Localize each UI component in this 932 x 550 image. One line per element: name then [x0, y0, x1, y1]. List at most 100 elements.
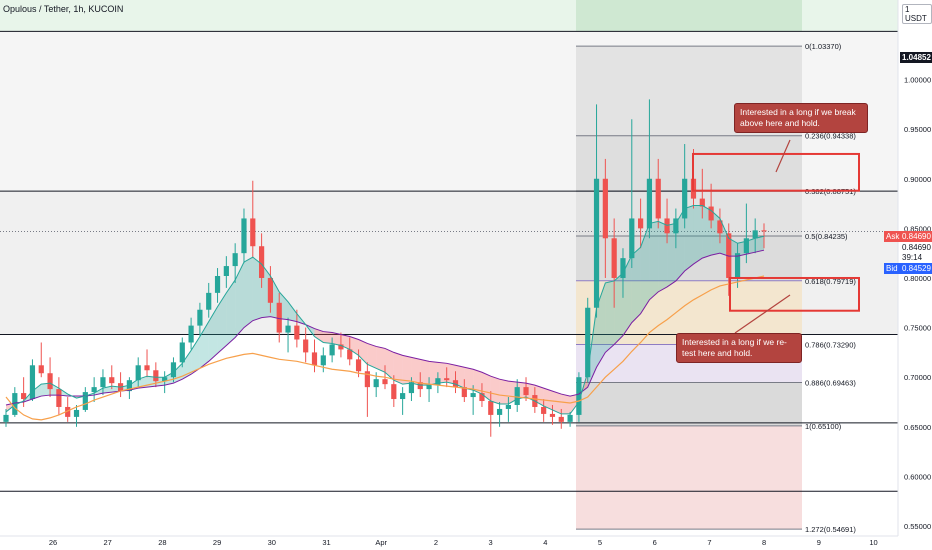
ema-ribbon-segment [411, 357, 421, 386]
candle-body [717, 220, 723, 234]
time-tick-label: 7 [707, 538, 711, 547]
fib-band [576, 425, 802, 530]
candle-body [708, 206, 714, 221]
candle-body [488, 401, 494, 415]
candle-body [549, 413, 556, 417]
fib-level-label: 0.5(0.84235) [805, 232, 848, 241]
annotation-breakout[interactable]: Interested in a long if we break above h… [734, 103, 868, 133]
candle-body [232, 253, 238, 267]
time-tick-label: 27 [104, 538, 112, 547]
ema-ribbon-segment [605, 280, 615, 353]
ema-ribbon-segment [226, 279, 236, 346]
candle-body [426, 385, 432, 390]
ema-ribbon-segment [631, 247, 641, 323]
candle-body [65, 406, 71, 417]
time-axis [0, 536, 932, 550]
candle-body [479, 393, 485, 402]
fib-level-label: 0(1.03370) [805, 42, 842, 51]
bar-countdown: 39:14 [902, 253, 923, 262]
time-tick-label: 8 [762, 538, 766, 547]
candle-body [699, 198, 705, 207]
candle-body [364, 371, 370, 388]
candle-body [338, 344, 344, 350]
time-tick-label: 26 [49, 538, 57, 547]
ema-ribbon-segment [614, 273, 623, 345]
ema-ribbon-segment [693, 205, 703, 265]
ema-ribbon-segment [332, 332, 341, 346]
ema-ribbon-segment [385, 348, 394, 381]
candle-body [320, 355, 326, 366]
ema-ribbon-segment [288, 301, 297, 322]
candle-body [761, 230, 767, 232]
ema-ribbon-segment [367, 343, 377, 369]
candle-body [21, 393, 27, 400]
candle-body [611, 238, 617, 278]
annotation-retest[interactable]: Interested in a long if we re-test here … [676, 333, 802, 363]
candle-body [638, 218, 644, 229]
ema-ribbon-segment [208, 306, 218, 362]
candle-body [12, 393, 18, 415]
ema-ribbon-segment [552, 391, 562, 414]
candle-body [29, 365, 36, 400]
ema-ribbon-segment [437, 362, 447, 384]
candle-body [347, 349, 353, 360]
ema-ribbon-segment [191, 336, 200, 375]
projection-zone-top [576, 0, 802, 32]
fib-band [576, 382, 802, 426]
ema-ribbon-segment [420, 359, 430, 386]
candle-body [585, 307, 591, 378]
time-tick-label: 6 [653, 538, 657, 547]
fib-level-label: 1.272(0.54691) [805, 525, 856, 534]
candle-body [162, 377, 168, 382]
ema-ribbon-segment [561, 394, 571, 414]
candle-body [56, 389, 62, 407]
candle-body [259, 246, 265, 278]
candle-body [629, 218, 635, 259]
candle-body [382, 379, 388, 385]
time-tick-label: 4 [543, 538, 547, 547]
price-tick-label: 0.60000 [904, 472, 931, 481]
ema-ribbon-segment [217, 292, 227, 354]
candle-body [576, 377, 582, 415]
ema-ribbon-segment [684, 205, 694, 272]
candle-body [655, 178, 661, 219]
ema-ribbon-segment [402, 355, 412, 385]
ask-price-tag: 0.84690 [900, 231, 932, 242]
candle-body [3, 414, 9, 422]
currency-unit-button[interactable]: 1 USDT [902, 4, 932, 24]
ema-ribbon-segment [658, 221, 668, 292]
time-tick-label: 28 [158, 538, 166, 547]
candle-body [250, 218, 256, 247]
candle-body [197, 309, 203, 326]
candle-body [470, 393, 476, 398]
ema-ribbon-segment [358, 339, 368, 365]
price-tick-label: 0.80000 [904, 274, 931, 283]
ema-ribbon-segment [473, 369, 482, 395]
candle-body [541, 406, 547, 414]
ema-ribbon-segment [464, 367, 474, 391]
candle-body [523, 387, 529, 396]
retest-highlight-box [729, 276, 860, 312]
price-axis [898, 0, 932, 550]
ema-ribbon-segment [640, 223, 650, 314]
candle-body [91, 387, 97, 393]
candle-body [435, 378, 441, 386]
candle-body [100, 377, 106, 388]
price-tick-label: 0.75000 [904, 324, 931, 333]
candle-body [47, 373, 53, 390]
candle-body [444, 378, 450, 381]
candle-body [752, 230, 758, 239]
ema-ribbon-segment [543, 388, 553, 410]
candle-body [682, 178, 688, 219]
candle-body [408, 382, 415, 394]
candle-body [267, 277, 274, 303]
ema-ribbon-segment [649, 221, 659, 300]
price-tick-label: 0.85000 [904, 224, 931, 233]
candle-body [593, 178, 600, 308]
candle-body [461, 387, 467, 398]
candle-body [285, 325, 291, 333]
fib-level-label: 1(0.65100) [805, 422, 842, 431]
ema-ribbon-segment [314, 328, 324, 343]
candle-body [179, 342, 185, 363]
